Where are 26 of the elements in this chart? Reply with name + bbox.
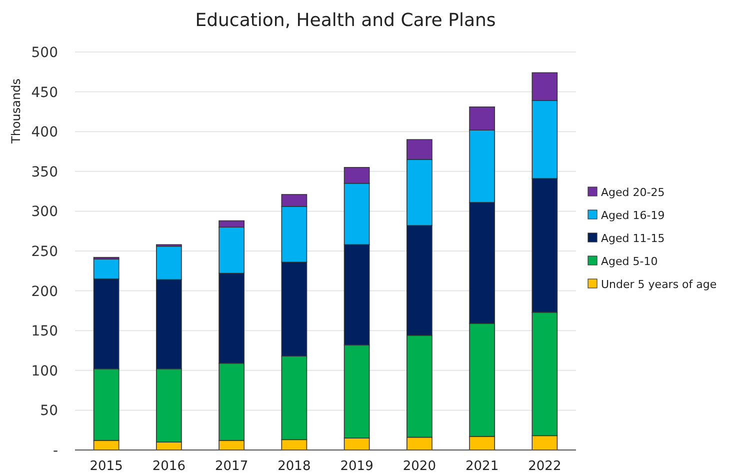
y-tick-label: 400 bbox=[31, 124, 58, 141]
x-tick-label: 2020 bbox=[402, 459, 436, 474]
legend-label: Aged 11-15 bbox=[601, 232, 665, 245]
y-tick-label: 500 bbox=[31, 45, 58, 61]
y-tick-label: 250 bbox=[31, 244, 58, 260]
y-tick-label: 50 bbox=[40, 403, 58, 420]
legend-label: Aged 20-25 bbox=[601, 186, 665, 199]
x-tick-label: 2017 bbox=[215, 459, 248, 474]
x-tick-label: 2015 bbox=[90, 459, 123, 474]
y-tick-label: 100 bbox=[31, 363, 58, 380]
x-tick-label: 2018 bbox=[278, 459, 311, 474]
y-axis-title: Thousands bbox=[9, 78, 23, 144]
y-tick-label: 350 bbox=[31, 164, 58, 180]
y-tick-label: - bbox=[52, 443, 58, 459]
y-tick-label: 150 bbox=[31, 324, 58, 340]
chart-title: Education, Health and Care Plans bbox=[195, 10, 496, 31]
y-tick-label: 200 bbox=[31, 284, 58, 300]
x-tick-label: 2019 bbox=[340, 459, 374, 474]
y-tick-label: 450 bbox=[31, 84, 58, 101]
x-tick-label: 2021 bbox=[466, 459, 499, 474]
legend-label: Under 5 years of age bbox=[601, 278, 717, 291]
x-tick-label: 2016 bbox=[152, 459, 186, 474]
legend-label: Aged 16-19 bbox=[601, 209, 665, 222]
x-tick-label: 2022 bbox=[528, 459, 562, 474]
legend-label: Aged 5-10 bbox=[601, 255, 658, 268]
y-tick-label: 300 bbox=[31, 204, 58, 220]
